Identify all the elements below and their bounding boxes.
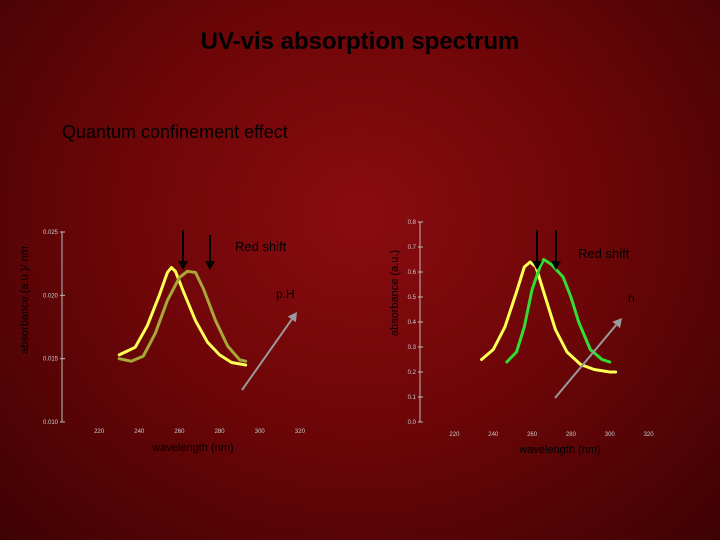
chart0-xtick-label: 240 [134,429,145,435]
chart1-y-axis-label: absorbance (a.u.) [389,250,401,336]
slide-title: UV-vis absorption spectrum [200,28,520,55]
chart0-shift-arrowhead [178,261,188,270]
chart0-xtick-label: 220 [94,429,105,435]
chart0-trend-arrow [241,318,293,391]
chart1-trend-arrow [554,324,617,399]
chart1-xtick-label: 280 [566,432,577,438]
chart1-series-0-line [480,260,618,374]
chart1-ytick-label: 0.1 [408,395,417,401]
chart1-trend-arrowhead [612,318,622,329]
chart0-ytick-label: 0.010 [43,420,59,426]
chart0-xtick-label: 280 [215,429,226,435]
chart1-shift-arrowhead [551,261,561,270]
chart0-xtick-label: 300 [255,429,266,435]
chart0-red-shift-label: Red shift [235,239,287,254]
chart0-xtick-label: 320 [295,429,306,435]
chart1-xtick-label: 220 [449,432,460,438]
chart1-shift-arrowhead [532,261,542,270]
chart1-ytick-label: 0.8 [408,220,417,226]
chart1-param-label: n [628,291,635,305]
chart1-ytick-label: 0.0 [408,420,417,426]
chart0-trend-arrowhead [287,312,297,323]
chart1-xtick-label: 260 [527,432,538,438]
chart0-ytick-label: 0.015 [43,357,59,363]
chart1-ytick-label: 0.4 [408,320,417,326]
chart1-ytick-label: 0.5 [408,295,417,301]
chart0-ytick-label: 0.025 [43,230,59,236]
chart0-shift-arrowhead [205,261,215,270]
chart0-series-1-line [117,269,248,363]
chart0-ytick-label: 0.020 [43,293,59,299]
chart0-xtick-label: 260 [174,429,185,435]
chart1-xtick-label: 240 [488,432,499,438]
chart0-x-axis-label: wavelength (nm) [151,442,233,454]
chart1-red-shift-label: Red shift [578,246,630,261]
slide-subtitle: Quantum confinement effect [62,122,288,142]
chart0-y-axis-label: absorbance (a.u.)/ nm [19,246,31,354]
chart1-ytick-label: 0.3 [408,345,417,351]
chart1-series-1-line [505,258,612,364]
chart0-series-0-line [117,266,248,367]
chart1-ytick-label: 0.2 [408,370,417,376]
chart1-ytick-label: 0.6 [408,270,417,276]
chart1-xtick-label: 300 [605,432,616,438]
chart1-xtick-label: 320 [644,432,655,438]
chart0-param-label: p.H [276,287,295,301]
chart1-x-axis-label: wavelength (nm) [518,444,600,456]
chart1-ytick-label: 0.7 [408,245,417,251]
